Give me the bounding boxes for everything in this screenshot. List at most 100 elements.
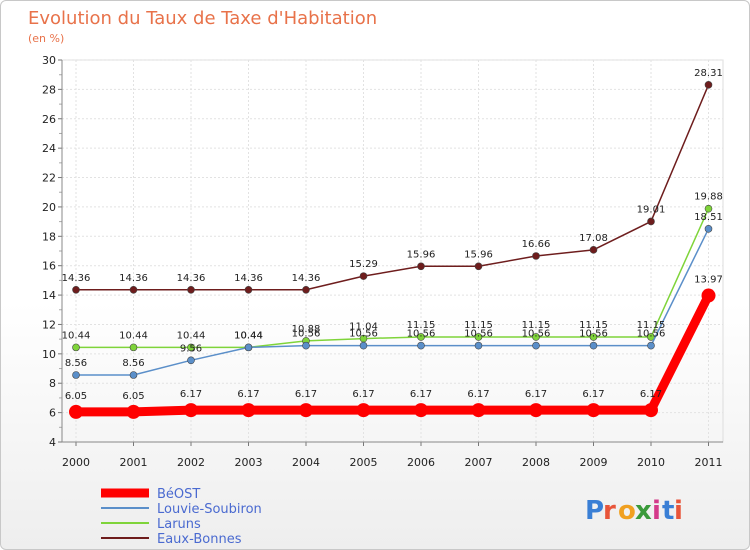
data-label: 11.15	[407, 320, 436, 331]
data-label: 10.44	[177, 330, 206, 341]
legend-label: Louvie-Soubiron	[157, 502, 262, 517]
y-tick-label: 20	[42, 201, 56, 214]
data-label: 10.56	[464, 329, 493, 340]
data-point	[129, 285, 138, 294]
data-label: 10.56	[349, 329, 378, 340]
data-label: 6.05	[65, 391, 87, 402]
x-tick-label: 2010	[637, 456, 665, 469]
data-label: 8.56	[122, 358, 144, 369]
data-point	[474, 341, 483, 350]
x-tick-label: 2004	[292, 456, 320, 469]
data-label: 19.88	[694, 192, 723, 203]
data-point	[129, 343, 138, 352]
series-Eaux-Bonnes	[72, 81, 713, 294]
series-Laruns	[72, 204, 713, 352]
data-point	[72, 343, 80, 352]
y-tick-label: 24	[42, 142, 56, 155]
data-label: 14.36	[62, 273, 91, 284]
logo-letter: t	[662, 496, 674, 526]
data-label: 15.96	[464, 249, 493, 260]
data-label: 14.36	[119, 273, 148, 284]
data-label: 10.44	[62, 330, 91, 341]
y-tick-label: 10	[42, 348, 56, 361]
data-label: 6.17	[352, 389, 374, 400]
data-label: 10.44	[119, 330, 148, 341]
data-label: 6.17	[582, 389, 604, 400]
series-line	[76, 293, 713, 417]
x-tick-label: 2006	[407, 456, 435, 469]
series-Louvie-Soubiron	[72, 225, 713, 379]
data-point	[529, 403, 543, 418]
data-point	[356, 403, 371, 418]
data-point	[126, 404, 141, 419]
x-tick-label: 2007	[465, 456, 493, 469]
logo-letter: o	[618, 496, 636, 526]
legend-label: Laruns	[157, 517, 201, 532]
data-labels: 6.05 6.05 6.17 6.17 6.17 6.17 6.17 6.17 6.17 6.17…	[62, 68, 723, 402]
x-tick-label: 2005	[350, 456, 378, 469]
data-point	[187, 285, 195, 294]
data-label: 10.56	[579, 329, 608, 340]
data-label: 11.15	[637, 320, 666, 331]
data-label: 6.05	[122, 391, 144, 402]
legend-label: Eaux-Bonnes	[157, 532, 242, 547]
data-point	[704, 225, 713, 233]
data-label: 10.56	[407, 329, 436, 340]
data-point	[647, 341, 655, 350]
data-label: 6.17	[410, 389, 432, 400]
plot-area	[61, 59, 724, 443]
data-point	[647, 217, 655, 226]
y-tick-label: 6	[49, 407, 56, 420]
logo-letter: i	[674, 496, 683, 526]
data-label: 10.88	[292, 324, 321, 335]
data-label: 6.17	[640, 389, 662, 400]
data-point	[244, 285, 253, 294]
data-label: 10.56	[292, 329, 321, 340]
y-tick-label: 8	[49, 377, 56, 390]
data-point	[704, 204, 713, 213]
data-point	[359, 272, 368, 280]
data-point	[644, 403, 658, 418]
data-label: 15.96	[407, 249, 436, 260]
data-label: 10.44	[234, 330, 263, 341]
data-label: 17.08	[579, 233, 608, 244]
data-point	[129, 371, 138, 379]
data-label: 6.17	[180, 389, 202, 400]
data-label: 10.56	[522, 329, 551, 340]
data-point	[417, 333, 425, 341]
data-point	[414, 403, 428, 418]
data-label: 13.97	[694, 275, 723, 286]
y-tick-label: 4	[49, 436, 56, 449]
data-point	[299, 403, 313, 418]
series-line	[76, 84, 710, 291]
data-label: 9.56	[180, 343, 202, 354]
x-tick-label: 2003	[235, 456, 263, 469]
series-line	[76, 228, 710, 376]
data-point	[302, 285, 310, 294]
data-label: 14.36	[177, 273, 206, 284]
y-tick-label: 12	[42, 318, 56, 331]
data-point	[72, 285, 80, 294]
data-label: 14.36	[292, 273, 321, 284]
data-label: 11.15	[464, 320, 493, 331]
x-tick-label: 2001	[120, 456, 148, 469]
logo-letter: x	[635, 496, 652, 526]
data-point	[586, 403, 601, 418]
data-label: 6.17	[295, 389, 317, 400]
data-label: 8.56	[65, 358, 87, 369]
data-label: 11.15	[522, 320, 551, 331]
x-tick-label: 2008	[522, 456, 550, 469]
data-label: 28.31	[694, 68, 723, 79]
grid	[61, 59, 724, 443]
logo-letter: P	[585, 496, 604, 526]
data-point	[244, 343, 253, 352]
chart-title: Evolution du Taux de Taxe d'Habitation	[28, 8, 377, 29]
data-point	[532, 341, 540, 350]
data-label: 6.17	[525, 389, 547, 400]
proxiti-logo: Pr o x i t i	[585, 496, 683, 526]
series-line	[76, 208, 710, 349]
chart-subtitle: (en %)	[28, 32, 64, 45]
data-label: 14.36	[234, 273, 263, 284]
data-point	[589, 333, 598, 341]
